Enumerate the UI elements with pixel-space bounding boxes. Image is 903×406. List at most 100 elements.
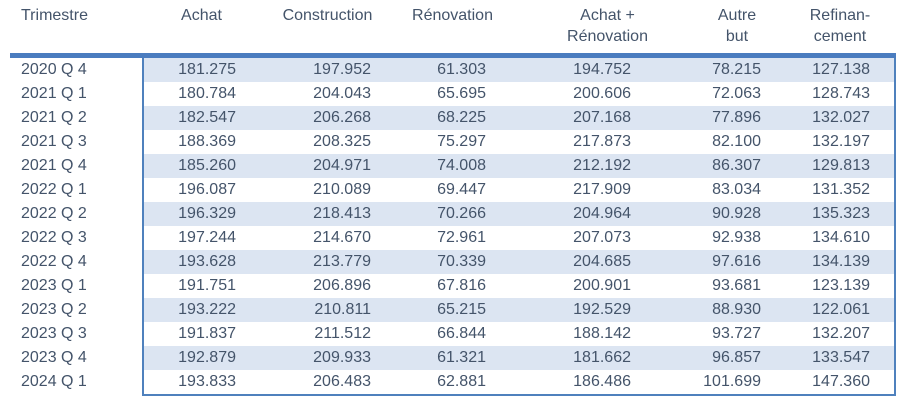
- column-header-construction: Construction: [260, 0, 395, 58]
- cell-renovation: 68.225: [395, 105, 510, 130]
- table-row: 2021 Q 2 182.547 206.268 68.225 207.168 77.89…: [10, 105, 896, 130]
- cell-construction: 209.933: [260, 345, 395, 370]
- cell-achat-plus-renovation: 186.486: [510, 369, 665, 396]
- table-row: 2020 Q 4 181.275 197.952 61.303 194.752 78.21…: [10, 55, 896, 82]
- cell-refinancement: 132.027: [785, 105, 896, 130]
- cell-refinancement: 132.207: [785, 321, 896, 346]
- cell-autre-but: 72.063: [712, 84, 761, 102]
- cell-autre-but: 88.930: [665, 297, 785, 322]
- cell-renovation: 65.215: [395, 297, 510, 322]
- quarterly-data-table-container: Trimestre Achat Construction Rénovation …: [10, 0, 896, 396]
- cell-achat: 196.087: [142, 177, 260, 202]
- cell-autre-but: 101.699: [665, 369, 785, 396]
- cell-renovation: 65.695: [437, 84, 486, 102]
- cell-renovation: 66.844: [437, 324, 486, 342]
- column-header-renovation: Rénovation: [395, 0, 510, 58]
- cell-refinancement: 127.138: [785, 55, 896, 82]
- table-body: 2020 Q 4 181.275 197.952 61.303 194.752 78.21…: [10, 55, 896, 396]
- cell-autre-but: 97.616: [665, 249, 785, 274]
- cell-refinancement: 134.610: [785, 225, 896, 250]
- cell-construction: 206.483: [260, 369, 395, 396]
- table-row: 2021 Q 4 185.260 204.971 74.008 212.192 86.30…: [10, 153, 896, 178]
- cell-refinancement: 128.743: [785, 81, 896, 106]
- cell-achat-plus-renovation: 204.685: [510, 249, 665, 274]
- cell-autre-but: 77.896: [665, 105, 785, 130]
- table-row: 2021 Q 3 188.369 208.325 75.297 217.873 82.10…: [10, 129, 896, 154]
- cell-achat: 196.329: [142, 201, 260, 226]
- cell-renovation: 74.008: [395, 153, 510, 178]
- cell-construction: 210.811: [260, 297, 395, 322]
- cell-autre-but: 78.215: [665, 55, 785, 82]
- cell-achat-plus-renovation: 181.662: [510, 345, 665, 370]
- cell-construction: 218.413: [260, 201, 395, 226]
- cell-autre-but: 82.100: [712, 132, 761, 150]
- cell-refinancement: 132.197: [785, 129, 896, 154]
- cell-achat-plus-renovation: 188.142: [573, 324, 631, 342]
- cell-achat: 185.260: [142, 153, 260, 178]
- cell-refinancement: 129.813: [785, 153, 896, 178]
- cell-refinancement: 133.547: [785, 345, 896, 370]
- cell-refinancement: 122.061: [785, 297, 896, 322]
- row-label-trimestre: 2020 Q 4: [10, 55, 143, 82]
- row-label-trimestre: 2022 Q 1: [10, 177, 143, 202]
- cell-renovation: 70.339: [395, 249, 510, 274]
- cell-construction: 213.779: [260, 249, 395, 274]
- cell-achat-plus-renovation: 194.752: [510, 55, 665, 82]
- cell-achat: 182.547: [142, 105, 260, 130]
- row-label-trimestre: 2024 Q 1: [10, 369, 143, 395]
- cell-achat: 188.369: [142, 129, 260, 154]
- cell-construction: 208.325: [313, 132, 371, 150]
- cell-renovation: 62.881: [395, 369, 510, 396]
- column-header-autre-but: Autre but: [665, 0, 785, 58]
- cell-achat: 193.628: [142, 249, 260, 274]
- cell-renovation: 61.321: [395, 345, 510, 370]
- column-header-trimestre: Trimestre: [10, 0, 143, 58]
- column-header-achat: Achat: [143, 0, 260, 58]
- cell-achat: 192.879: [142, 345, 260, 370]
- header-row: Trimestre Achat Construction Rénovation …: [10, 0, 895, 58]
- cell-achat-plus-renovation: 192.529: [510, 297, 665, 322]
- row-label-trimestre: 2021 Q 2: [10, 105, 143, 130]
- table-row: 2022 Q 4 193.628 213.779 70.339 204.685 97.61…: [10, 249, 896, 274]
- cell-renovation: 75.297: [437, 132, 486, 150]
- cell-construction: 214.670: [313, 228, 371, 246]
- row-label-trimestre: 2021 Q 1: [10, 81, 143, 106]
- cell-renovation: 67.816: [437, 276, 486, 294]
- cell-achat: 197.244: [142, 225, 260, 250]
- cell-achat-plus-renovation: 212.192: [510, 153, 665, 178]
- cell-autre-but: 92.938: [712, 228, 761, 246]
- cell-achat: 180.784: [142, 81, 260, 106]
- cell-achat-plus-renovation: 207.073: [573, 228, 631, 246]
- cell-construction: 204.971: [260, 153, 395, 178]
- cell-achat-plus-renovation: 217.873: [573, 132, 631, 150]
- cell-achat: 193.222: [142, 297, 260, 322]
- cell-achat-plus-renovation: 204.964: [510, 201, 665, 226]
- cell-construction: 206.896: [313, 276, 371, 294]
- row-label-trimestre: 2022 Q 4: [10, 249, 143, 274]
- cell-refinancement: 123.139: [785, 273, 896, 298]
- table-row: 2024 Q 1 193.833 206.483 62.881 186.486 101.6…: [10, 369, 896, 396]
- cell-achat: 191.837: [142, 321, 260, 346]
- row-label-trimestre: 2023 Q 3: [10, 321, 143, 346]
- cell-refinancement: 131.352: [785, 177, 896, 202]
- column-header-refinancement: Refinan- cement: [785, 0, 895, 58]
- cell-construction: 211.512: [314, 324, 371, 342]
- row-label-trimestre: 2021 Q 3: [10, 129, 143, 154]
- cell-autre-but: 83.034: [712, 180, 761, 198]
- cell-renovation: 70.266: [395, 201, 510, 226]
- cell-autre-but: 90.928: [665, 201, 785, 226]
- cell-autre-but: 96.857: [665, 345, 785, 370]
- cell-construction: 197.952: [260, 55, 395, 82]
- row-label-trimestre: 2023 Q 4: [10, 345, 143, 370]
- cell-renovation: 61.303: [395, 55, 510, 82]
- cell-refinancement: 135.323: [785, 201, 896, 226]
- cell-autre-but: 93.727: [712, 324, 761, 342]
- cell-autre-but: 93.681: [712, 276, 761, 294]
- cell-construction: 204.043: [313, 84, 371, 102]
- cell-autre-but: 86.307: [665, 153, 785, 178]
- cell-achat-plus-renovation: 207.168: [510, 105, 665, 130]
- cell-refinancement: 134.139: [785, 249, 896, 274]
- cell-renovation: 72.961: [437, 228, 486, 246]
- cell-achat-plus-renovation: 200.901: [573, 276, 631, 294]
- table-row: 2023 Q 3 191.837 211.512 66.844 188.142 93.72…: [10, 321, 896, 346]
